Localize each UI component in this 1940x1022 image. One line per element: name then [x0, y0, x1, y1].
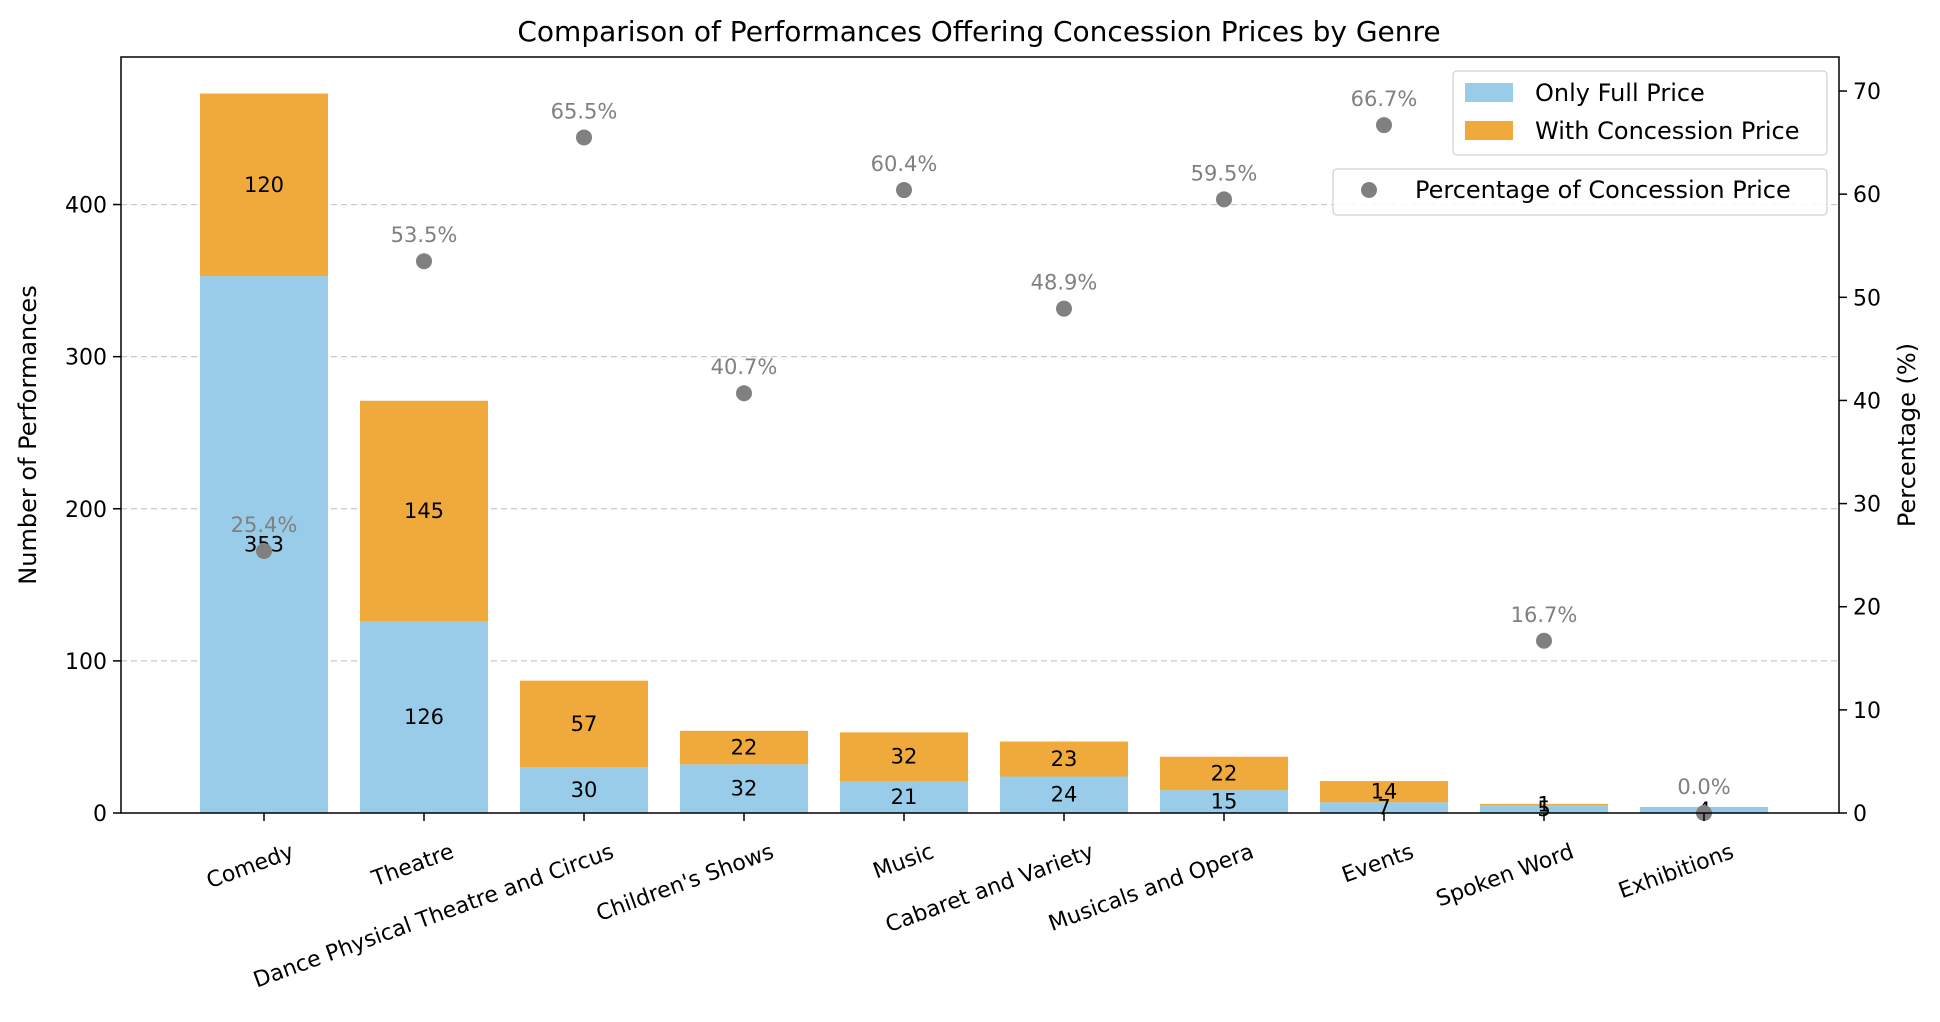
y-tick-label: 400 — [65, 194, 107, 219]
bar-full-price — [1480, 805, 1608, 813]
y2-tick-label: 20 — [1853, 596, 1881, 621]
bar-concession-price — [200, 93, 328, 277]
percentage-point — [1056, 300, 1072, 317]
bar-concession-price — [1480, 803, 1608, 806]
legend-box-bars — [1452, 70, 1828, 156]
bar-concession-price — [520, 680, 648, 768]
percentage-point — [736, 385, 752, 402]
legend-label: Only Full Price — [1535, 79, 1705, 107]
bar-concession-price — [840, 732, 968, 782]
y-tick-label: 0 — [93, 802, 107, 827]
chart-title: Comparison of Performances Offering Conc… — [517, 15, 1440, 48]
bar-full-price — [520, 767, 648, 813]
y-tick-label: 200 — [65, 498, 107, 523]
bar-label-concession-price: 22 — [731, 736, 758, 760]
y-tick-label: 300 — [65, 346, 107, 371]
percentage-label: 0.0% — [1677, 775, 1730, 799]
bar-concession-price — [1160, 756, 1288, 791]
legend-swatch — [1465, 83, 1513, 102]
y-tick-label: 100 — [65, 650, 107, 675]
y2-tick-label: 30 — [1853, 493, 1881, 518]
bar-full-price — [680, 764, 808, 813]
bars — [200, 93, 1768, 814]
percentage-point — [896, 182, 912, 199]
x-tick-label: Exhibitions — [1615, 839, 1737, 904]
percentage-label: 40.7% — [711, 355, 778, 379]
percentage-point — [576, 129, 592, 146]
bar-label-full-price: 5 — [1537, 797, 1550, 821]
bar-label-full-price: 24 — [1051, 783, 1078, 807]
bar-label-full-price: 126 — [404, 705, 444, 729]
bar-label-concession-price: 145 — [404, 499, 444, 523]
percentage-point — [416, 253, 432, 270]
legend-label: Percentage of Concession Price — [1415, 176, 1791, 204]
legend: Only Full Price With Concession Price Perc… — [1332, 70, 1828, 216]
x-tick-label: Events — [1339, 839, 1418, 888]
percentage-label: 65.5% — [551, 99, 618, 123]
y2-tick-label: 70 — [1853, 80, 1881, 105]
y2-tick-label: 10 — [1853, 699, 1881, 724]
y-axis-right: 0 10 20 30 40 50 60 70 — [1839, 80, 1881, 827]
bar-concession-price — [1320, 781, 1448, 803]
bar-label-concession-price: 1 — [1537, 793, 1550, 817]
x-tick-label: Spoken Word — [1433, 839, 1577, 912]
bar-label-full-price: 32 — [731, 777, 758, 801]
bar-label-full-price: 30 — [571, 778, 598, 802]
y2-tick-label: 40 — [1853, 389, 1881, 414]
percentage-label: 60.4% — [871, 152, 938, 176]
legend-label: With Concession Price — [1535, 117, 1799, 145]
bar-label-concession-price: 14 — [1371, 780, 1398, 804]
percentage-point — [1376, 117, 1392, 134]
bar-full-price — [360, 621, 488, 813]
percentage-label: 16.7% — [1511, 603, 1578, 627]
bar-label-concession-price: 23 — [1051, 747, 1078, 771]
bar-label-concession-price: 57 — [571, 712, 598, 736]
percentage-label: 25.4% — [231, 513, 298, 537]
y2-tick-label: 60 — [1853, 183, 1881, 208]
legend-marker — [1361, 182, 1377, 198]
x-tick-label: Children's Shows — [593, 839, 777, 926]
y2-axis-label: Percentage (%) — [1893, 343, 1921, 527]
percentage-point — [1216, 191, 1232, 208]
bar-label-concession-price: 22 — [1211, 761, 1238, 785]
bar-full-price — [840, 781, 968, 813]
percentage-label: 48.9% — [1031, 271, 1098, 295]
x-tick-label: Music — [870, 839, 937, 884]
legend-swatch — [1465, 121, 1513, 140]
percentage-points: 25.4% 53.5% 65.5% 40.7% 60.4% 48.9% 59.5% 66.7%… — [231, 87, 1731, 821]
x-tick-label: Comedy — [203, 839, 297, 894]
percentage-point — [256, 543, 272, 560]
legend-box-percentage — [1332, 168, 1828, 216]
x-tick-label: Theatre — [368, 839, 457, 892]
percentage-point — [1536, 632, 1552, 649]
bar-label-concession-price: 120 — [244, 173, 284, 197]
bar-full-price — [1160, 790, 1288, 813]
bar-label-concession-price: 32 — [891, 745, 918, 769]
percentage-label: 66.7% — [1351, 87, 1418, 111]
bar-concession-price — [360, 400, 488, 622]
y-axis-left: 0 100 200 300 400 — [65, 194, 121, 827]
percentage-label: 53.5% — [391, 223, 458, 247]
plot-frame — [120, 56, 1840, 814]
bar-label-full-price: 15 — [1211, 790, 1238, 814]
bar-label-full-price: 21 — [891, 785, 918, 809]
bar-full-price — [1320, 802, 1448, 813]
percentage-label: 59.5% — [1191, 161, 1258, 185]
bar-concession-price — [680, 730, 808, 765]
y2-tick-label: 50 — [1853, 286, 1881, 311]
bar-concession-price — [1000, 741, 1128, 777]
bar-full-price — [1000, 776, 1128, 813]
y2-tick-label: 0 — [1853, 802, 1867, 827]
y-axis-label: Number of Performances — [14, 285, 42, 584]
